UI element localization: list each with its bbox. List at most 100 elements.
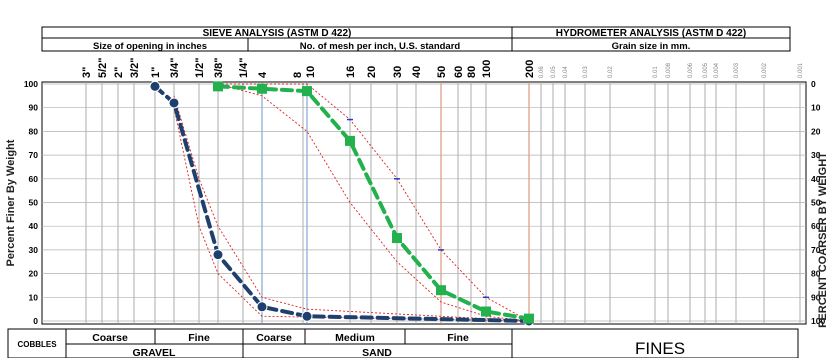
series-2-point xyxy=(436,285,446,296)
mesh-sieve-label: 80 xyxy=(466,66,478,78)
hydrometer-analysis-title: HYDROMETER ANALYSIS (ASTM D 422) xyxy=(556,28,746,39)
hydrometer-size-label: 0.001 xyxy=(798,62,804,78)
sand-medium-label: Medium xyxy=(335,332,375,344)
sand-coarse-label: Coarse xyxy=(256,332,292,344)
hydrometer-size-label: 0.008 xyxy=(666,62,672,78)
gravel-label: GRAVEL xyxy=(133,347,177,358)
y2-tick-label: 30 xyxy=(811,150,821,160)
envelope-line xyxy=(173,107,530,322)
series-2-point xyxy=(392,233,402,244)
series-2-point xyxy=(345,135,355,146)
hydrometer-size-label: 0.06 xyxy=(539,66,545,78)
y2-tick-label: 70 xyxy=(811,245,821,255)
series-line-2 xyxy=(216,84,531,321)
horizontal-gridlines xyxy=(42,83,806,322)
y2-tick-label: 10 xyxy=(811,103,821,113)
gravel-coarse-label: Coarse xyxy=(92,332,128,344)
y-tick-label: 70 xyxy=(29,150,39,160)
classification-box xyxy=(7,328,799,358)
sand-fine-label: Fine xyxy=(447,332,469,344)
y2-tick-label: 60 xyxy=(811,221,821,231)
y-tick-label: 60 xyxy=(29,174,39,184)
hydrometer-size-label: 0.05 xyxy=(551,66,557,78)
mesh-sieve-label: 50 xyxy=(436,66,448,78)
header-box xyxy=(41,26,791,52)
y2-axis-ticks: 0 10 20 30 40 50 60 70 80 90 100 xyxy=(811,79,825,326)
y-tick-label: 50 xyxy=(29,198,39,208)
inch-sieve-label: 1/4" xyxy=(238,57,250,78)
series-2-point xyxy=(302,86,312,97)
hydrometer-size-label: 0.002 xyxy=(762,62,768,78)
inch-sieve-label: 1/2" xyxy=(194,57,206,78)
y-axis-label: Percent Finer By Weight xyxy=(5,139,17,266)
hydrometer-size-label: 0.04 xyxy=(563,66,569,78)
y-tick-label: 90 xyxy=(29,103,39,113)
y2-tick-label: 80 xyxy=(811,269,821,279)
mesh-sieve-label: 20 xyxy=(366,66,378,78)
series-2-point xyxy=(524,313,534,324)
inch-sieve-label: 1" xyxy=(150,67,162,78)
envelope-line xyxy=(173,95,530,322)
y2-axis-label: PERCENT COARSER BY WEIGHT xyxy=(817,152,828,328)
y2-tick-label: 40 xyxy=(811,174,821,184)
hydrometer-size-label: 0.006 xyxy=(688,62,694,78)
cobbles-label: COBBLES xyxy=(17,340,57,349)
fines-label: FINES xyxy=(635,339,685,358)
y-tick-label: 40 xyxy=(29,221,39,231)
vertical-gridlines xyxy=(85,82,801,324)
mesh-sieve-label: 16 xyxy=(345,66,357,78)
y-tick-label: 100 xyxy=(24,79,38,89)
mesh-sieve-label: 4 xyxy=(257,71,269,78)
mesh-sieve-label: 200 xyxy=(524,60,536,78)
y2-tick-label: 100 xyxy=(811,316,825,326)
hydrometer-size-label: 0.01 xyxy=(653,66,659,78)
sand-label: SAND xyxy=(362,347,392,358)
inch-sieve-label: 2" xyxy=(113,67,125,78)
inch-sieve-label: 3/8" xyxy=(213,57,225,78)
mesh-sieve-label: 30 xyxy=(392,66,404,78)
y2-tick-label: 0 xyxy=(811,79,816,89)
y-tick-label: 30 xyxy=(29,245,39,255)
series-2-point xyxy=(257,83,267,94)
y-tick-label: 80 xyxy=(29,126,39,136)
series-2-point xyxy=(213,81,223,92)
gravel-fine-label: Fine xyxy=(188,332,210,344)
envelope-line xyxy=(217,83,530,322)
y-tick-label: 0 xyxy=(33,316,38,326)
hydrometer-size-label: 0.004 xyxy=(714,62,720,78)
inch-sieve-label: 3" xyxy=(81,67,93,78)
y2-tick-label: 50 xyxy=(811,198,821,208)
classification-band: COBBLES Coarse Fine Coarse Medium Fine G… xyxy=(7,328,799,358)
series-1-point xyxy=(212,249,224,261)
mesh-sieve-label: 100 xyxy=(481,60,493,78)
hydrometer-size-label: 0.003 xyxy=(734,62,740,78)
series-1-point xyxy=(256,301,268,313)
plot-frame xyxy=(41,81,807,325)
y2-tick-label: 20 xyxy=(811,126,821,136)
inch-sieve-label: 3/4" xyxy=(169,57,181,78)
y-tick-label: 20 xyxy=(29,269,39,279)
sieve-analysis-title: SIEVE ANALYSIS (ASTM D 422) xyxy=(203,28,352,39)
mesh-sieve-label: 40 xyxy=(411,66,423,78)
mesh-sieve-label: 60 xyxy=(453,66,465,78)
series-1-point xyxy=(301,310,313,322)
size-inches-label: Size of opening in inches xyxy=(93,41,207,52)
mesh-per-inch-label: No. of mesh per inch, U.S. standard xyxy=(300,41,461,52)
data-series xyxy=(149,80,535,327)
sieve-labels: 3" 5/2" 2" 3/2" 1" 3/4" 1/2" 3/8" 1/4" 4 8 10 16 20 30… xyxy=(81,57,804,78)
mesh-sieve-label: 10 xyxy=(305,66,317,78)
inch-sieve-label: 5/2" xyxy=(97,57,109,78)
y2-tick-label: 90 xyxy=(811,292,821,302)
mesh-sieve-label: 8 xyxy=(292,72,304,78)
hydrometer-size-label: 0.02 xyxy=(608,66,614,78)
y-tick-label: 10 xyxy=(29,292,39,302)
inch-sieve-label: 3/2" xyxy=(129,57,141,78)
specification-envelopes xyxy=(173,83,530,322)
series-1-point xyxy=(149,80,161,92)
grain-size-label: Grain size in mm. xyxy=(612,41,691,52)
hydrometer-size-label: 0.005 xyxy=(703,62,709,78)
series-2-point xyxy=(481,306,491,317)
hydrometer-size-label: 0.03 xyxy=(583,66,589,78)
